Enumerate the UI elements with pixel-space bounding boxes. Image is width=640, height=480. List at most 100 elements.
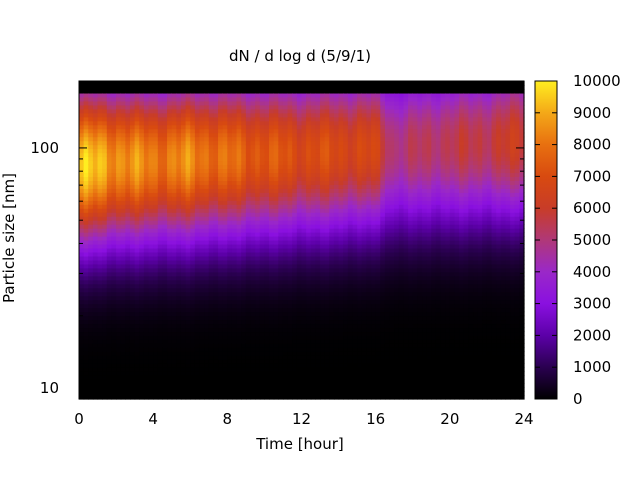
heatmap-cell: [241, 295, 247, 301]
heatmap-cell: [83, 247, 89, 253]
heatmap-cell: [213, 152, 219, 158]
heatmap-cell: [231, 81, 238, 86]
heatmap-cell: [231, 220, 238, 225]
heatmap-cell: [347, 120, 354, 126]
heatmap-cell: [357, 84, 363, 90]
heatmap-cell: [134, 200, 140, 205]
heatmap-cell: [301, 92, 307, 98]
heatmap-cell: [250, 92, 256, 98]
heatmap-cell: [218, 271, 224, 277]
heatmap-cell: [218, 343, 224, 348]
heatmap-cell: [296, 259, 303, 265]
heatmap-cell: [306, 391, 312, 396]
heatmap-cell: [88, 339, 94, 344]
heatmap-cell: [125, 228, 131, 233]
heatmap-cell: [153, 112, 159, 118]
heatmap-cell: [282, 371, 289, 376]
heatmap-cell: [329, 291, 335, 297]
heatmap-cell: [245, 347, 252, 352]
heatmap-cell: [259, 148, 266, 154]
heatmap-cell: [292, 156, 298, 162]
heatmap-cell: [129, 124, 136, 130]
heatmap-cell: [134, 275, 140, 281]
heatmap-cell: [111, 240, 117, 245]
heatmap-cell: [79, 232, 85, 237]
heatmap-cell: [315, 287, 321, 293]
heatmap-cell: [83, 383, 89, 388]
heatmap-cell: [338, 275, 344, 281]
heatmap-cell: [352, 140, 358, 146]
heatmap-cell: [204, 84, 210, 90]
heatmap-cell: [83, 112, 89, 118]
heatmap-cell: [83, 180, 89, 185]
heatmap-cell: [97, 148, 103, 154]
heatmap-cell: [125, 259, 131, 265]
heatmap-cell: [199, 144, 205, 150]
heatmap-cell: [352, 315, 358, 321]
heatmap-cell: [361, 339, 367, 344]
heatmap-cell: [111, 395, 117, 400]
heatmap-cell: [102, 180, 108, 185]
heatmap-cell: [106, 148, 113, 154]
heatmap-cell: [129, 259, 136, 265]
heatmap-cell: [357, 247, 363, 253]
heatmap-cell: [259, 275, 266, 281]
heatmap-cell: [213, 172, 219, 177]
heatmap-cell: [236, 160, 242, 166]
heatmap-cell: [171, 303, 177, 309]
heatmap-cell: [185, 112, 191, 118]
heatmap-cell: [116, 303, 122, 309]
heatmap-cell: [320, 363, 326, 368]
heatmap-cell: [79, 287, 85, 293]
heatmap-cell: [199, 136, 205, 142]
heatmap-cell: [361, 351, 367, 356]
heatmap-cell: [320, 132, 326, 138]
heatmap-cell: [176, 255, 182, 261]
heatmap-cell: [116, 128, 122, 134]
heatmap-cell: [222, 311, 228, 317]
heatmap-cell: [199, 192, 205, 197]
heatmap-cell: [213, 224, 219, 229]
heatmap-cell: [134, 180, 140, 185]
heatmap-cell: [296, 339, 303, 344]
heatmap-cell: [148, 128, 154, 134]
heatmap-cell: [231, 391, 238, 396]
heatmap-cell: [194, 347, 201, 352]
heatmap-cell: [287, 180, 293, 185]
heatmap-cell: [120, 144, 126, 150]
heatmap-cell: [347, 267, 354, 273]
heatmap-cell: [176, 335, 182, 340]
heatmap-cell: [176, 275, 182, 281]
heatmap-cell: [338, 164, 344, 170]
heatmap-cell: [255, 120, 261, 126]
heatmap-cell: [338, 295, 344, 301]
heatmap-cell: [320, 267, 326, 273]
heatmap-cell: [352, 279, 358, 285]
heatmap-cell: [116, 283, 122, 289]
heatmap-cell: [343, 160, 349, 166]
heatmap-cell: [218, 383, 224, 388]
heatmap-cell: [306, 96, 312, 102]
heatmap-cell: [301, 375, 307, 380]
heatmap-cell: [278, 232, 284, 237]
heatmap-cell: [222, 251, 228, 257]
heatmap-cell: [171, 216, 177, 221]
heatmap-cell: [306, 232, 312, 237]
heatmap-cell: [106, 355, 113, 360]
heatmap-cell: [361, 88, 367, 94]
heatmap-cell: [259, 283, 266, 289]
heatmap-cell: [259, 124, 266, 130]
heatmap-cell: [269, 172, 275, 177]
heatmap-cell: [92, 112, 99, 118]
heatmap-cell: [208, 383, 215, 388]
heatmap-cell: [125, 299, 131, 305]
heatmap-cell: [139, 379, 145, 384]
heatmap-cell: [134, 335, 140, 340]
heatmap-cell: [273, 379, 279, 384]
heatmap-cell: [171, 243, 177, 249]
heatmap-cell: [176, 136, 182, 142]
heatmap-cell: [296, 136, 303, 142]
heatmap-cell: [329, 160, 335, 166]
heatmap-cell: [250, 351, 256, 356]
heatmap-cell: [143, 240, 150, 245]
